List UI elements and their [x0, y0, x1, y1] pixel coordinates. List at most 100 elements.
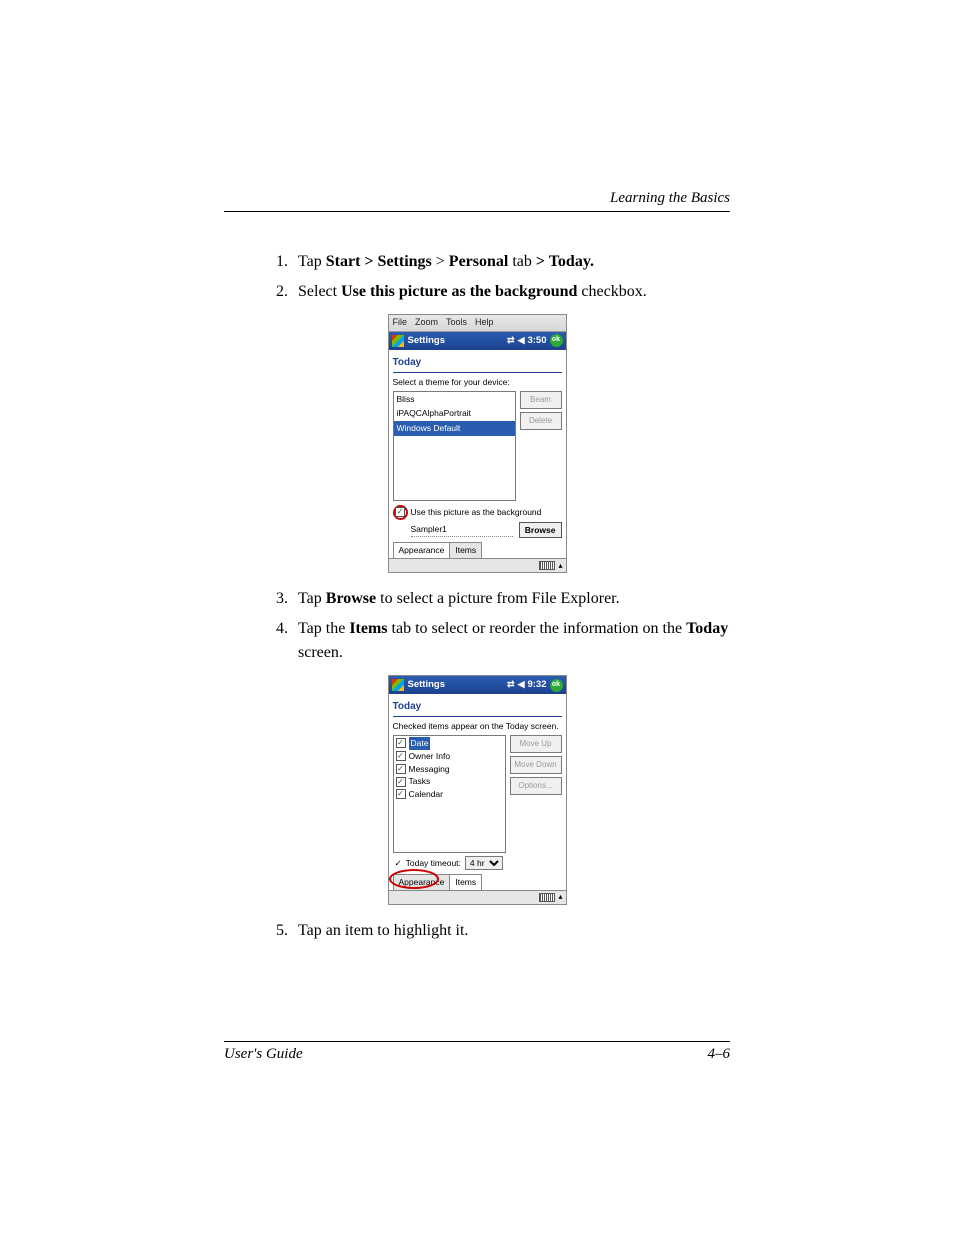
step-text: Tap the Items tab to select or reorder t…	[298, 617, 730, 665]
tab-appearance[interactable]: Appearance	[393, 542, 451, 558]
pda-appearance: File Zoom Tools Help Settings ⇄ ◀ 3:50 o…	[388, 314, 567, 573]
menu-help[interactable]: Help	[475, 316, 494, 330]
timeout-select[interactable]: 4 hr	[465, 856, 503, 870]
item-checkbox[interactable]: ✓	[396, 789, 406, 799]
clock-text: 9:32	[527, 678, 546, 692]
theme-list[interactable]: Bliss iPAQCAlphaPortrait Windows Default	[393, 391, 516, 501]
step-1: 1. Tap Start > Settings > Personal tab >…	[224, 250, 730, 274]
t: tab to select or reorder the information…	[388, 620, 687, 637]
clock-text: 3:50	[527, 334, 546, 348]
items-list[interactable]: ✓Date ✓Owner Info ✓Messaging ✓Tasks ✓Cal…	[393, 735, 506, 853]
today-heading: Today	[393, 697, 562, 717]
tab-items[interactable]: Items	[449, 542, 482, 558]
step-4: 4. Tap the Items tab to select or reorde…	[224, 617, 730, 665]
sip-bar: ▴	[389, 558, 566, 572]
header-rule	[224, 211, 730, 212]
use-picture-checkbox[interactable]: ✓	[395, 507, 405, 517]
item-checkbox[interactable]: ✓	[396, 764, 406, 774]
speaker-icon[interactable]: ◀	[518, 678, 525, 692]
step-num: 1.	[276, 250, 298, 274]
header-section-title: Learning the Basics	[224, 190, 730, 211]
titlebar-icons: ⇄ ◀ 9:32 ok	[507, 678, 562, 692]
item-tasks[interactable]: ✓Tasks	[395, 775, 504, 788]
titlebar: Settings ⇄ ◀ 3:50 ok	[389, 332, 566, 350]
t: Select	[298, 283, 341, 300]
pda-items: Settings ⇄ ◀ 9:32 ok Today Checked items…	[388, 675, 567, 905]
item-calendar[interactable]: ✓Calendar	[395, 788, 504, 801]
item-checkbox[interactable]: ✓	[396, 777, 406, 787]
connectivity-icon[interactable]: ⇄	[507, 334, 515, 348]
step-2: 2. Select Use this picture as the backgr…	[224, 280, 730, 304]
t: Browse	[326, 590, 376, 607]
sip-caret-icon[interactable]: ▴	[558, 891, 562, 903]
today-heading: Today	[393, 353, 562, 373]
move-down-button[interactable]: Move Down	[510, 756, 562, 774]
item-owner[interactable]: ✓Owner Info	[395, 750, 504, 763]
titlebar: Settings ⇄ ◀ 9:32 ok	[389, 676, 566, 694]
theme-instruction: Select a theme for your device:	[393, 376, 562, 389]
item-date[interactable]: ✓Date	[395, 737, 504, 750]
items-instruction: Checked items appear on the Today screen…	[393, 720, 562, 733]
beam-button[interactable]: Beam	[520, 391, 562, 409]
t: Tap the	[298, 620, 349, 637]
ok-button[interactable]: ok	[550, 679, 563, 692]
t: tab	[508, 253, 536, 270]
use-picture-row: ✓ Use this picture as the background	[393, 505, 562, 520]
tab-items[interactable]: Items	[449, 874, 482, 890]
step-3: 3. Tap Browse to select a picture from F…	[224, 587, 730, 611]
t: Personal	[449, 253, 509, 270]
sample-name: Sampler1	[411, 523, 513, 537]
t: > Today.	[536, 253, 594, 270]
delete-button[interactable]: Delete	[520, 412, 562, 430]
menu-file[interactable]: File	[393, 316, 408, 330]
t: checkbox.	[577, 283, 646, 300]
titlebar-icons: ⇄ ◀ 3:50 ok	[507, 334, 562, 348]
tab-appearance[interactable]: Appearance	[393, 874, 451, 890]
keyboard-icon[interactable]	[539, 893, 555, 902]
item-checkbox[interactable]: ✓	[396, 751, 406, 761]
timeout-label: Today timeout:	[406, 857, 461, 870]
item-label: Owner Info	[409, 750, 451, 763]
footer-rule	[224, 1041, 730, 1042]
item-label: Tasks	[409, 775, 431, 788]
timeout-checkbox[interactable]: ✓	[395, 857, 402, 870]
step-text: Select Use this picture as the backgroun…	[298, 280, 730, 304]
connectivity-icon[interactable]: ⇄	[507, 678, 515, 692]
titlebar-title: Settings	[408, 678, 445, 692]
t: Items	[349, 620, 387, 637]
item-label: Messaging	[409, 763, 450, 776]
titlebar-title: Settings	[408, 334, 445, 348]
item-label: Date	[409, 737, 431, 750]
step-text: Tap Start > Settings > Personal tab > To…	[298, 250, 730, 274]
t: Tap	[298, 253, 326, 270]
speaker-icon[interactable]: ◀	[518, 334, 525, 348]
use-picture-label: Use this picture as the background	[411, 506, 542, 519]
options-button[interactable]: Options...	[510, 777, 562, 795]
item-label: Calendar	[409, 788, 444, 801]
step-text: Tap Browse to select a picture from File…	[298, 587, 730, 611]
item-messaging[interactable]: ✓Messaging	[395, 763, 504, 776]
sip-bar: ▴	[389, 890, 566, 904]
start-flag-icon[interactable]	[392, 335, 404, 347]
menu-zoom[interactable]: Zoom	[415, 316, 438, 330]
t: Today	[686, 620, 728, 637]
footer: User's Guide 4–6	[224, 1046, 730, 1063]
theme-item[interactable]: Bliss	[394, 392, 515, 407]
footer-left: User's Guide	[224, 1046, 303, 1063]
t: >	[432, 253, 449, 270]
item-checkbox[interactable]: ✓	[396, 738, 406, 748]
step-text: Tap an item to highlight it.	[298, 919, 730, 943]
step-num: 3.	[276, 587, 298, 611]
move-up-button[interactable]: Move Up	[510, 735, 562, 753]
menu-tools[interactable]: Tools	[446, 316, 467, 330]
t: to select a picture from File Explorer.	[376, 590, 619, 607]
theme-item[interactable]: iPAQCAlphaPortrait	[394, 406, 515, 421]
sip-caret-icon[interactable]: ▴	[558, 560, 562, 572]
step-num: 2.	[276, 280, 298, 304]
start-flag-icon[interactable]	[392, 679, 404, 691]
t: Tap	[298, 590, 326, 607]
ok-button[interactable]: ok	[550, 334, 563, 347]
browse-button[interactable]: Browse	[519, 522, 562, 539]
theme-item-selected[interactable]: Windows Default	[394, 421, 515, 436]
keyboard-icon[interactable]	[539, 561, 555, 570]
